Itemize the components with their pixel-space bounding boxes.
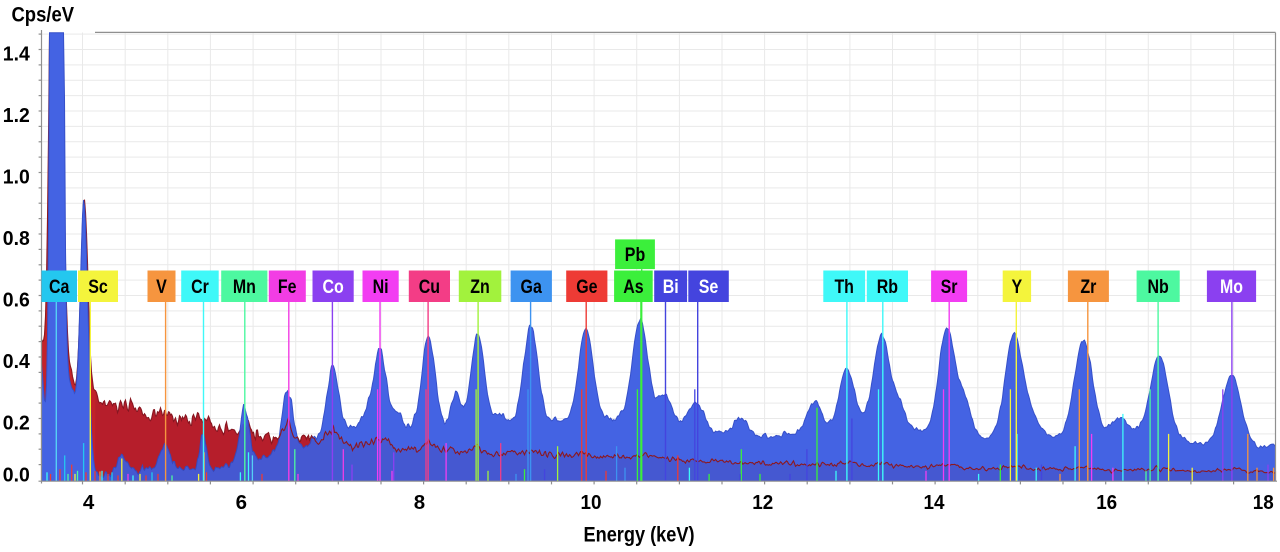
svg-text:16: 16 [1096, 491, 1117, 514]
svg-text:0.0: 0.0 [3, 463, 30, 486]
svg-text:12: 12 [752, 491, 773, 514]
svg-text:0.4: 0.4 [3, 350, 31, 373]
svg-text:Zr: Zr [1080, 277, 1097, 298]
svg-text:Zn: Zn [470, 277, 490, 298]
svg-text:As: As [623, 277, 643, 298]
svg-text:18: 18 [1253, 491, 1274, 514]
svg-text:Energy (keV): Energy (keV) [584, 524, 695, 547]
svg-text:Cu: Cu [419, 277, 440, 298]
svg-text:V: V [156, 277, 167, 298]
svg-text:Fe: Fe [278, 277, 297, 298]
svg-text:Cr: Cr [191, 277, 209, 298]
svg-text:1.4: 1.4 [3, 43, 31, 66]
svg-text:Nb: Nb [1147, 277, 1168, 298]
svg-text:Se: Se [699, 277, 719, 298]
svg-text:Ni: Ni [373, 277, 389, 298]
svg-text:Bi: Bi [663, 277, 679, 298]
svg-text:4: 4 [83, 491, 95, 514]
svg-text:Pb: Pb [625, 245, 645, 266]
svg-text:8: 8 [414, 491, 425, 514]
svg-text:10: 10 [581, 491, 602, 514]
svg-text:Rb: Rb [877, 277, 898, 298]
svg-text:0.8: 0.8 [3, 227, 30, 250]
svg-text:Y: Y [1012, 277, 1023, 298]
svg-text:1.2: 1.2 [3, 104, 30, 127]
svg-text:Sc: Sc [88, 277, 108, 298]
svg-text:14: 14 [924, 491, 946, 514]
svg-text:6: 6 [236, 491, 247, 514]
svg-text:Th: Th [834, 277, 854, 298]
svg-text:Cps/eV: Cps/eV [12, 4, 75, 27]
svg-text:Ca: Ca [49, 277, 70, 298]
svg-text:Co: Co [322, 277, 343, 298]
svg-text:Mn: Mn [233, 277, 256, 298]
svg-text:0.6: 0.6 [3, 289, 30, 312]
svg-text:Sr: Sr [941, 277, 958, 298]
svg-text:Ge: Ge [576, 277, 597, 298]
svg-text:Ga: Ga [521, 277, 543, 298]
svg-text:Mo: Mo [1220, 277, 1243, 298]
svg-text:0.2: 0.2 [3, 412, 30, 435]
svg-text:1.0: 1.0 [3, 166, 30, 189]
